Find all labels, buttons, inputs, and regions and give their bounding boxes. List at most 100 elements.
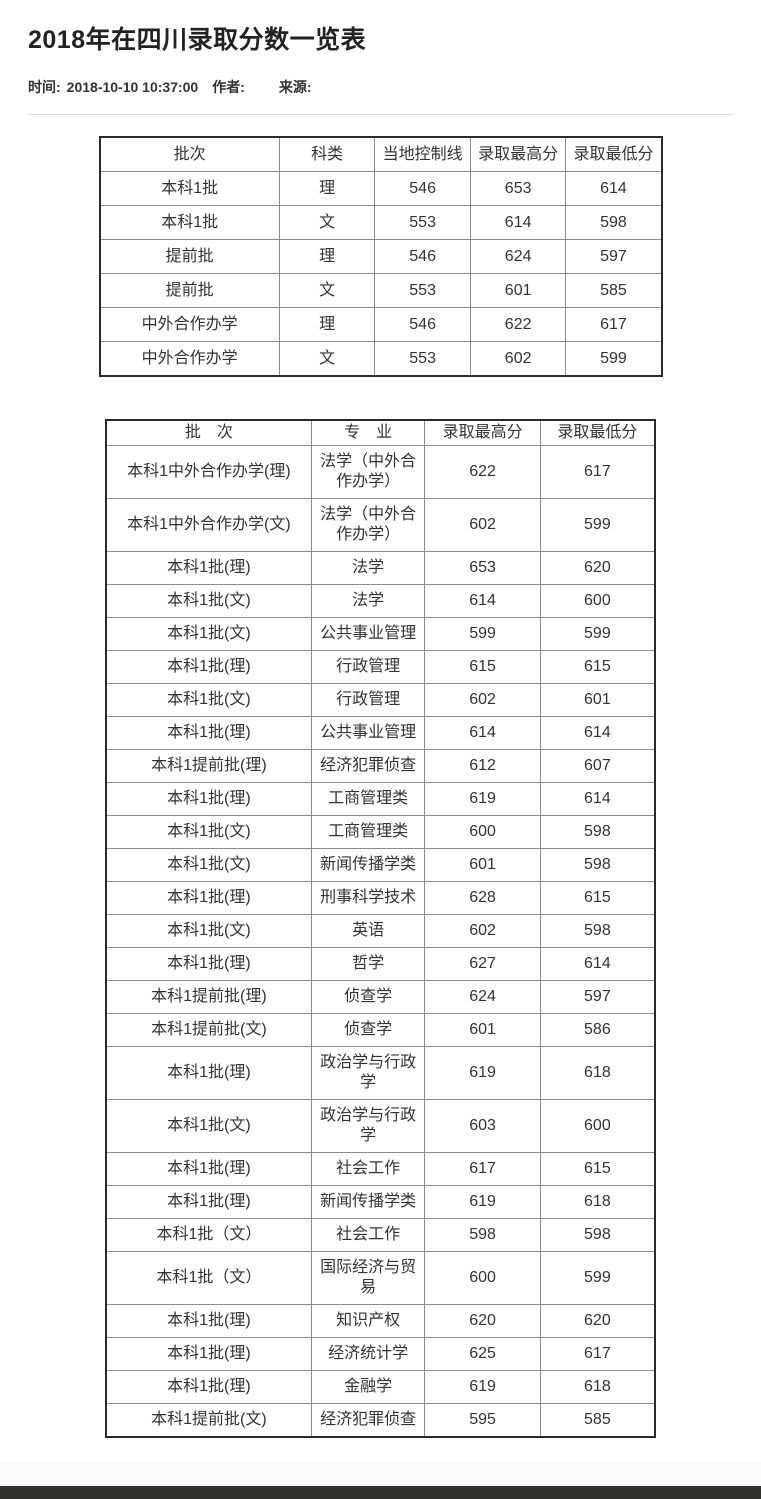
table-row: 本科1批(文) 公共事业管理 599 599 — [105, 617, 656, 651]
batch-summary-table: 批次 科类 当地控制线 录取最高分 录取最低分 本科1批理 546 653 614 本科1批文 55… — [98, 136, 663, 377]
table-cell: 哲学 — [310, 947, 426, 981]
table-cell: 614 — [424, 716, 541, 750]
table-row: 本科1批(文) 英语 602 598 — [105, 914, 656, 948]
table-cell: 618 — [539, 1046, 656, 1100]
table-cell: 本科1批(理) — [105, 1304, 312, 1338]
table-cell: 601 — [424, 1013, 541, 1047]
table-row: 本科1批(理) 公共事业管理 614 614 — [105, 716, 656, 750]
page-title: 2018年在四川录取分数一览表 — [28, 26, 367, 54]
table-cell: 社会工作 — [310, 1152, 426, 1186]
table-cell: 553 — [374, 273, 471, 308]
table-cell: 602 — [424, 683, 541, 717]
table-cell: 619 — [424, 1046, 541, 1100]
table-cell: 600 — [424, 815, 541, 849]
table-cell: 社会工作 — [310, 1218, 426, 1252]
table-cell: 知识产权 — [310, 1304, 426, 1338]
table-cell: 546 — [374, 307, 471, 342]
table-cell: 本科1中外合作办学(理) — [105, 445, 312, 499]
column-header: 批次 — [99, 136, 280, 172]
table-row: 本科1中外合作办学(理) 法学（中外合作办学） 622 617 — [105, 445, 656, 499]
table-cell: 601 — [539, 683, 656, 717]
table-cell: 625 — [424, 1337, 541, 1371]
table-cell: 经济犯罪侦查 — [310, 1403, 426, 1438]
column-header: 当地控制线 — [374, 136, 471, 172]
table-cell: 612 — [424, 749, 541, 783]
footer-bar — [0, 1486, 761, 1499]
table-cell: 617 — [424, 1152, 541, 1186]
table-cell: 598 — [565, 205, 662, 240]
table-cell: 新闻传播学类 — [310, 1185, 426, 1219]
table-cell: 624 — [469, 239, 567, 274]
table-cell: 国际经济与贸易 — [310, 1251, 426, 1305]
table-cell: 603 — [424, 1099, 541, 1153]
table-cell: 597 — [539, 980, 656, 1014]
table-cell: 本科1批(文) — [105, 683, 312, 717]
table-cell: 本科1提前批(文) — [105, 1403, 312, 1438]
table-row: 本科1批(理) 金融学 619 618 — [105, 1370, 656, 1404]
table-cell: 615 — [539, 650, 656, 684]
table-cell: 本科1批 — [99, 205, 280, 240]
table-row: 中外合作办学文 553 602 599 — [99, 341, 662, 377]
table-cell: 546 — [374, 239, 471, 274]
major-scores-table: 批 次专 业录取最高分 录取最低分 本科1中外合作办学(理) 法学（中外合作办学） 62… — [105, 419, 656, 1438]
table-row: 本科1中外合作办学(文) 法学（中外合作办学） 602 599 — [105, 498, 656, 552]
table-cell: 553 — [374, 205, 471, 240]
table-row: 本科1批(理) 刑事科学技术 628 615 — [105, 881, 656, 915]
table-cell: 文 — [278, 205, 376, 240]
table-cell: 598 — [539, 848, 656, 882]
table-cell: 598 — [539, 1218, 656, 1252]
table-cell: 提前批 — [99, 239, 280, 274]
column-header: 专 业 — [310, 419, 426, 446]
table-row: 本科1批(理) 经济统计学 625 617 — [105, 1337, 656, 1371]
table-cell: 599 — [539, 498, 656, 552]
table-cell: 本科1批(文) — [105, 914, 312, 948]
table-cell: 653 — [424, 551, 541, 585]
table-cell: 628 — [424, 881, 541, 915]
table-cell: 本科1批（文） — [105, 1218, 312, 1252]
table-cell: 627 — [424, 947, 541, 981]
table-cell: 理 — [278, 307, 376, 342]
table-cell: 585 — [565, 273, 662, 308]
table-cell: 本科1批(理) — [105, 881, 312, 915]
table-cell: 600 — [539, 584, 656, 618]
table-row: 本科1提前批(文) 侦查学 601 586 — [105, 1013, 656, 1047]
table-cell: 经济犯罪侦查 — [310, 749, 426, 783]
table-cell: 620 — [539, 1304, 656, 1338]
article-content-card: 2018年在四川录取分数一览表 时间: 2018-10-10 10:37:00 … — [28, 26, 733, 1438]
meta-time-value: 2018-10-10 10:37:00 — [66, 79, 199, 95]
table-row: 本科1批(理) 工商管理类 619 614 — [105, 782, 656, 816]
table-cell: 中外合作办学 — [99, 307, 280, 342]
table-cell: 侦查学 — [310, 1013, 426, 1047]
table-row: 本科1批(理) 知识产权 620 620 — [105, 1304, 656, 1338]
table-cell: 文 — [278, 341, 376, 377]
table-cell: 618 — [539, 1185, 656, 1219]
table-cell: 本科1提前批(文) — [105, 1013, 312, 1047]
table-cell: 599 — [565, 341, 662, 377]
table-cell: 本科1批(理) — [105, 716, 312, 750]
table-cell: 本科1批(理) — [105, 1152, 312, 1186]
table-row: 本科1批(理) 哲学 627 614 — [105, 947, 656, 981]
table-cell: 617 — [539, 445, 656, 499]
table-cell: 618 — [539, 1370, 656, 1404]
table-cell: 本科1批(理) — [105, 1370, 312, 1404]
meta-time-label: 时间: — [28, 79, 61, 95]
table-cell: 602 — [424, 914, 541, 948]
table-cell: 提前批 — [99, 273, 280, 308]
table-cell: 本科1批 — [99, 171, 280, 206]
table-cell: 英语 — [310, 914, 426, 948]
table-cell: 595 — [424, 1403, 541, 1438]
table-cell: 公共事业管理 — [310, 617, 426, 651]
table-cell: 法学 — [310, 551, 426, 585]
table-cell: 598 — [424, 1218, 541, 1252]
table-row: 本科1批(理) 社会工作 617 615 — [105, 1152, 656, 1186]
table-cell: 刑事科学技术 — [310, 881, 426, 915]
table-cell: 602 — [424, 498, 541, 552]
table-cell: 598 — [539, 815, 656, 849]
table-cell: 599 — [424, 617, 541, 651]
table-row: 本科1批(文) 行政管理 602 601 — [105, 683, 656, 717]
table-cell: 本科1批(理) — [105, 1046, 312, 1100]
table-cell: 546 — [374, 171, 471, 206]
meta-source-label: 来源: — [278, 79, 312, 95]
table-cell: 600 — [424, 1251, 541, 1305]
table-row: 本科1批（文） 国际经济与贸易 600 599 — [105, 1251, 656, 1305]
